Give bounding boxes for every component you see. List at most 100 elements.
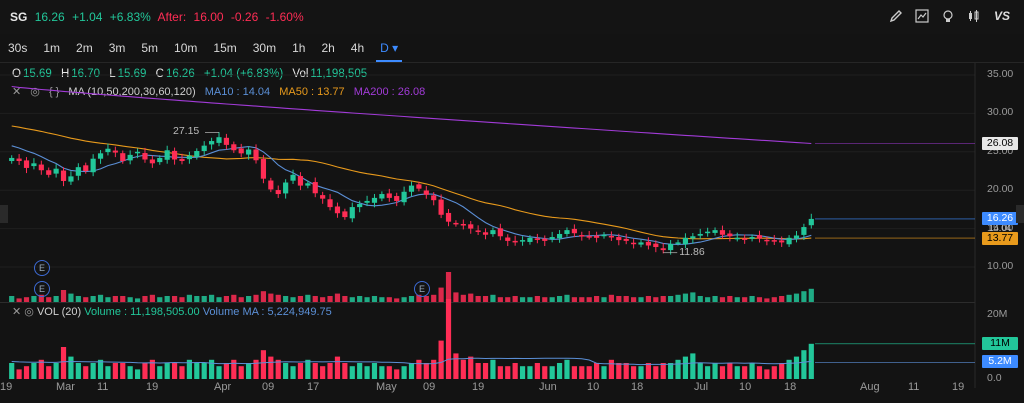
candle-body <box>186 155 192 160</box>
close-icon[interactable]: ✕ <box>12 86 22 98</box>
candle-body <box>801 227 807 235</box>
ma-title: MA (10,50,200,30,60,120) <box>68 86 196 98</box>
candles-icon[interactable] <box>966 8 982 24</box>
candle-body <box>253 149 259 161</box>
earnings-badge[interactable]: E <box>34 281 50 297</box>
timeframe-4h[interactable]: 4h <box>350 41 365 55</box>
x-axis-label: Jul <box>694 381 709 393</box>
volume-ma-line <box>11 357 812 366</box>
ohlc-legend: O 15.69 H 16.70 L 15.69 C 16.26 +1.04 (+6.83… <box>12 68 373 80</box>
volume-overlay-bar <box>734 297 740 302</box>
volume-bar <box>660 363 666 379</box>
timeframe-5m[interactable]: 5m <box>141 41 159 55</box>
x-axis-label: 18 <box>784 381 797 393</box>
candle-body <box>290 174 296 181</box>
earnings-badge[interactable]: E <box>414 281 430 297</box>
candle-body <box>105 148 111 153</box>
candle-body <box>46 170 52 175</box>
candle-body <box>238 148 244 154</box>
candle-body <box>571 228 577 234</box>
vs-icon[interactable]: VS <box>993 9 1010 23</box>
volume-bar <box>83 366 89 379</box>
volume-bar <box>53 363 59 379</box>
timeframe-15m[interactable]: 15m <box>213 41 237 55</box>
volume-overlay-bar <box>512 296 518 302</box>
volume-overlay-bar <box>127 297 133 302</box>
volume-overlay-bar <box>564 294 570 302</box>
volume-overlay-bar <box>475 296 481 302</box>
volume-overlay-bar <box>283 296 289 302</box>
candle-body <box>149 159 155 164</box>
volume-bar <box>512 363 518 379</box>
candle-body <box>705 231 711 234</box>
volume-overlay-bar <box>793 293 800 302</box>
candle-body <box>468 224 474 229</box>
timeframe-D[interactable]: D ▾ <box>372 36 406 62</box>
left-scroll-handle[interactable] <box>0 205 8 223</box>
ticker-change-pct: +6.83% <box>109 10 151 24</box>
candle-body <box>283 182 289 194</box>
x-axis-label: 19 <box>146 381 159 393</box>
volume-overlay-bar <box>53 296 59 302</box>
low-annotation: 11.86 <box>679 245 705 258</box>
volume-bar <box>31 363 37 379</box>
volume-bar <box>564 359 570 379</box>
pencil-icon[interactable] <box>888 8 904 24</box>
bulb-icon[interactable] <box>940 8 956 24</box>
candle-body <box>394 196 400 201</box>
candle-body <box>579 235 585 237</box>
candle-body <box>556 233 563 239</box>
volume-overlay-bar <box>519 297 526 302</box>
candle-body <box>771 240 777 242</box>
volume-overlay-bar <box>16 298 22 302</box>
timeframe-3m[interactable]: 3m <box>108 41 126 55</box>
volume-bar <box>638 366 644 379</box>
volume-overlay-bar <box>482 296 489 302</box>
volume-bar <box>623 363 629 379</box>
volume-bar <box>342 363 348 379</box>
eye-icon[interactable]: ◎ <box>30 86 40 98</box>
eye-icon[interactable]: ◎ <box>24 306 34 318</box>
volume-bar <box>697 363 703 379</box>
volume-overlay-bar <box>771 297 777 302</box>
candle-body <box>327 199 333 208</box>
ticker-symbol[interactable]: SG <box>10 10 28 24</box>
volume-bar <box>253 359 259 379</box>
volume-overlay-bar <box>90 296 96 302</box>
volume-overlay-bar <box>586 297 592 302</box>
settings-icon[interactable]: { } <box>48 86 60 98</box>
timeframe-30m[interactable]: 30m <box>252 41 277 55</box>
volume-overlay-bar <box>238 297 244 302</box>
timeframe-1m[interactable]: 1m <box>43 41 61 55</box>
volume-overlay-bar <box>616 296 622 302</box>
volume-overlay-bar <box>23 297 30 302</box>
timeframe-2h[interactable]: 2h <box>321 41 335 55</box>
candle-body <box>260 159 267 179</box>
x-axis-label: 11 <box>908 381 920 393</box>
right-scroll-handle[interactable] <box>1016 205 1024 223</box>
earnings-badge[interactable]: E <box>34 260 50 276</box>
volume-overlay-bar <box>808 288 814 302</box>
open-label: O <box>12 68 21 80</box>
volume-overlay-bar <box>608 294 614 302</box>
timeframe-30s[interactable]: 30s <box>8 41 28 55</box>
volume-overlay-bar <box>645 296 652 302</box>
volume-overlay-bar <box>401 297 407 302</box>
timeframe-1h[interactable]: 1h <box>292 41 306 55</box>
chart-icon[interactable] <box>914 8 930 24</box>
candle-body <box>482 232 489 235</box>
timeframe-2m[interactable]: 2m <box>76 41 93 55</box>
volume-bar <box>645 363 652 379</box>
volume-overlay-bar <box>246 296 252 302</box>
candle-body <box>349 207 355 219</box>
last-price-tag: 16.26 <box>982 211 1018 225</box>
close-icon[interactable]: ✕ <box>12 306 22 318</box>
volume-overlay-bar <box>727 296 733 302</box>
volume-bar <box>527 366 533 379</box>
timeframe-10m[interactable]: 10m <box>174 41 198 55</box>
volume-bar <box>297 363 304 379</box>
panel-divider[interactable] <box>0 302 975 303</box>
volume-bar <box>90 363 96 379</box>
volume-bar <box>727 363 733 379</box>
